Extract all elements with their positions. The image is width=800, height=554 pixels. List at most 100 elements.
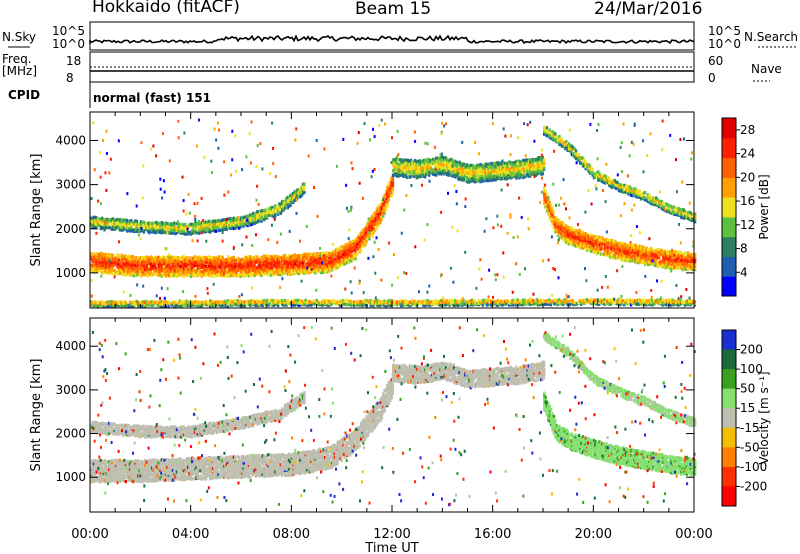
heatmap-cell	[312, 258, 316, 263]
heatmap-cell	[347, 248, 350, 252]
heatmap-cell	[304, 257, 307, 261]
heatmap-cell	[173, 223, 176, 227]
heatmap-cell	[293, 272, 296, 276]
heatmap-cell	[114, 218, 118, 222]
heatmap-cell	[416, 165, 420, 169]
heatmap-cell	[206, 223, 209, 227]
heatmap-cell	[260, 215, 263, 219]
heatmap-cell	[548, 211, 551, 215]
heatmap-cell	[476, 173, 479, 177]
heatmap-cell	[470, 166, 474, 170]
heatmap-cell	[231, 260, 234, 264]
heatmap-cell	[354, 257, 357, 261]
heatmap-cell	[261, 209, 264, 213]
heatmap-cell	[264, 208, 267, 212]
heatmap-cell	[545, 207, 549, 211]
heatmap-cell	[174, 262, 177, 266]
heatmap-cell	[541, 155, 544, 159]
heatmap-cell	[110, 222, 114, 226]
heatmap-cell	[626, 247, 629, 251]
heatmap-cell	[157, 272, 161, 277]
heatmap-cell	[196, 269, 199, 273]
heatmap-cell	[258, 261, 262, 265]
heatmap-cell	[173, 258, 176, 262]
heatmap-cell	[343, 252, 346, 256]
heatmap-cell	[263, 209, 266, 213]
heatmap-cell	[318, 252, 321, 256]
heatmap-cell	[105, 217, 108, 221]
heatmap-cell	[570, 226, 574, 230]
cpid-label: CPID	[8, 88, 41, 102]
heatmap-cell	[182, 226, 186, 230]
heatmap-cell	[222, 220, 226, 225]
heatmap-cell	[293, 259, 296, 263]
heatmap-cell	[470, 170, 474, 175]
heatmap-cell	[271, 270, 274, 274]
heatmap-cell	[566, 241, 569, 245]
heatmap-cell	[92, 254, 96, 258]
heatmap-cell	[294, 192, 298, 196]
heatmap-cell	[552, 219, 556, 223]
heatmap-cell	[209, 224, 212, 228]
heatmap-cell	[482, 175, 485, 179]
heatmap-cell	[421, 159, 424, 164]
heatmap-cell	[351, 243, 354, 247]
params-lines	[89, 34, 695, 72]
heatmap-cell	[348, 243, 352, 248]
heatmap-cell	[229, 260, 233, 264]
heatmap-cell	[393, 161, 396, 165]
heatmap-cell	[117, 268, 121, 272]
heatmap-cell	[531, 157, 535, 162]
heatmap-cell	[246, 268, 249, 272]
heatmap-cell	[465, 171, 468, 175]
heatmap-cell	[493, 174, 496, 178]
heatmap-cell	[626, 245, 629, 249]
heatmap-cell	[264, 257, 267, 261]
heatmap-cell	[639, 260, 643, 264]
heatmap-cell	[198, 267, 201, 271]
heatmap-cell	[513, 162, 517, 166]
heatmap-cell	[515, 171, 518, 175]
heatmap-cell	[375, 210, 378, 214]
heatmap-cell	[408, 175, 411, 179]
heatmap-cell	[567, 234, 571, 238]
heatmap-cell	[102, 264, 105, 269]
heatmap-cell	[251, 214, 255, 218]
heatmap-cell	[522, 160, 525, 164]
heatmap-cell	[249, 216, 252, 221]
heatmap-cell	[599, 241, 603, 245]
heatmap-cell	[274, 204, 277, 208]
heatmap-cell	[114, 224, 118, 228]
heatmap-cell	[199, 226, 202, 231]
heatmap-cell	[369, 216, 372, 220]
heatmap-cell	[569, 226, 572, 230]
heatmap-cell	[414, 162, 417, 166]
heatmap-cell	[232, 255, 235, 259]
heatmap-cell	[497, 166, 500, 170]
heatmap-cell	[281, 272, 284, 276]
heatmap-cell	[222, 269, 226, 273]
heatmap-cell	[555, 219, 558, 223]
heatmap-cell	[642, 248, 646, 252]
heatmap-cell	[131, 254, 134, 258]
heatmap-cell	[271, 214, 274, 218]
heatmap-cell	[414, 172, 417, 176]
heatmap-cell	[296, 196, 299, 200]
heatmap-cell	[285, 263, 288, 268]
heatmap-cell	[211, 220, 215, 224]
heatmap-cell	[101, 266, 104, 270]
heatmap-cell	[641, 259, 644, 263]
heatmap-cell	[573, 232, 576, 236]
heatmap-cell	[598, 247, 601, 251]
heatmap-cell	[124, 261, 127, 265]
heatmap-cell	[389, 186, 392, 190]
heatmap-cell	[268, 213, 271, 217]
heatmap-cell	[637, 245, 640, 249]
heatmap-cell	[371, 221, 374, 225]
heatmap-cell	[211, 229, 215, 233]
heatmap-cell	[264, 261, 267, 265]
heatmap-cell	[256, 210, 259, 214]
heatmap-cell	[292, 270, 295, 274]
heatmap-cell	[351, 241, 354, 245]
heatmap-cell	[265, 257, 269, 261]
